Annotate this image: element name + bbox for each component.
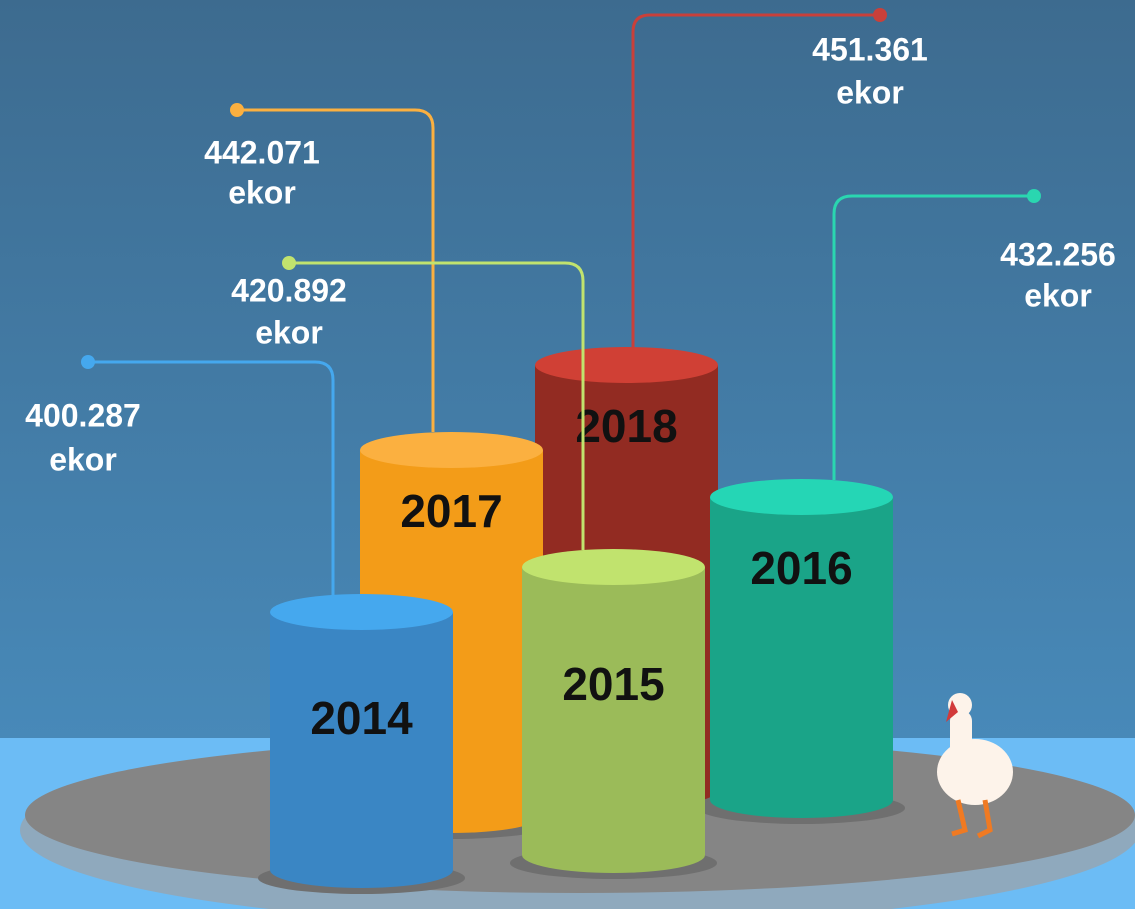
cylinder-top (360, 432, 543, 468)
connector-dot (230, 103, 244, 117)
connector-dot (873, 8, 887, 22)
unit-label: ekor (836, 74, 904, 110)
year-label: 2014 (310, 692, 413, 744)
year-label: 2016 (750, 542, 852, 594)
unit-label: ekor (1024, 277, 1092, 313)
value-label: 432.256 (1000, 236, 1116, 272)
duck-beak (946, 700, 958, 722)
cylinder-top (535, 347, 718, 383)
cylinder-body (522, 567, 705, 873)
cylinder-body (270, 612, 453, 888)
unit-label: ekor (255, 314, 323, 350)
connector-dot (1027, 189, 1041, 203)
connector (631, 13, 880, 348)
connector (832, 194, 1034, 480)
value-label: 420.892 (231, 272, 347, 308)
value-label: 451.361 (812, 31, 928, 67)
connector (88, 360, 335, 595)
cylinder-body (710, 497, 893, 819)
cylinder-top (270, 594, 453, 630)
duck-legs (951, 799, 993, 839)
cylinder-top (710, 479, 893, 515)
duck (937, 693, 1013, 839)
year-label: 2018 (575, 400, 677, 452)
value-label: 442.071 (204, 134, 320, 170)
connector-dot (282, 256, 296, 270)
connector (237, 108, 435, 432)
duck-neck (950, 710, 972, 770)
year-label: 2017 (400, 485, 502, 537)
connector-dot (81, 355, 95, 369)
unit-label: ekor (49, 441, 117, 477)
duck-body (937, 739, 1013, 805)
unit-label: ekor (228, 174, 296, 210)
cylinder-top (522, 549, 705, 585)
value-label: 400.287 (25, 397, 141, 433)
year-label: 2015 (562, 658, 664, 710)
cylinders: 2018 451.361 ekor 2017 442.071 ekor 2016 432.25… (25, 8, 1116, 894)
connector (289, 261, 585, 550)
